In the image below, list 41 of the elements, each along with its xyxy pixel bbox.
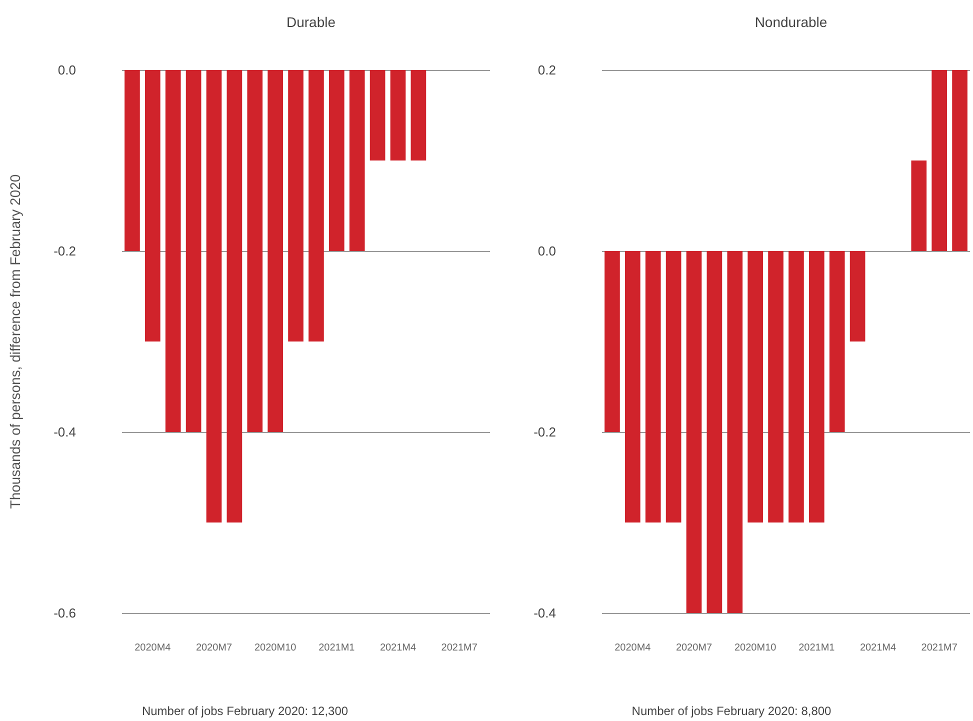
x-tick-label: 2021M4 <box>860 642 897 654</box>
bar <box>829 251 845 432</box>
y-tick-label: -0.4 <box>534 606 556 620</box>
bar <box>604 251 620 432</box>
y-tick-label: -0.4 <box>54 424 76 440</box>
x-tick-label: 2020M4 <box>614 642 652 654</box>
bar <box>809 251 824 522</box>
chart-title: Nondurable <box>754 14 828 30</box>
y-tick-label: -0.2 <box>534 424 556 440</box>
bar <box>768 251 784 522</box>
bar <box>748 251 763 522</box>
y-tick-label: -0.2 <box>54 244 76 258</box>
x-tick-label: 2021M7 <box>441 642 478 654</box>
x-tick-label: 2021M4 <box>380 642 417 654</box>
x-tick-label: 2021M7 <box>921 642 958 654</box>
x-tick-label: 2021M1 <box>318 642 356 654</box>
bar <box>706 251 722 613</box>
y-axis-title: Thousands of persons, difference from February 2020 <box>7 174 23 509</box>
bar <box>850 251 866 342</box>
x-tick-label: 2021M1 <box>798 642 836 654</box>
text: Number of jobs February 2020: 8,800 <box>632 704 832 718</box>
x-tick-label: 2020M10 <box>254 642 297 654</box>
bar <box>686 251 702 613</box>
bar <box>625 251 640 522</box>
text: Number of jobs February 2020: 12,300 <box>142 704 348 718</box>
x-tick-label: 2020M4 <box>134 642 172 654</box>
bar <box>911 160 927 251</box>
y-tick-label: 0.0 <box>58 62 76 78</box>
y-tick-label: -0.6 <box>54 606 76 620</box>
x-tick-label: 2020M7 <box>676 642 713 654</box>
bar <box>727 251 743 613</box>
y-tick-label: 0.0 <box>538 244 556 258</box>
bar <box>932 70 947 251</box>
chart-title: Durable <box>286 14 336 30</box>
bar <box>788 251 804 522</box>
bar <box>666 251 682 522</box>
x-tick-label: 2020M7 <box>196 642 233 654</box>
bar <box>645 251 661 522</box>
bar <box>952 70 968 251</box>
y-tick-label: 0.2 <box>538 62 556 78</box>
x-tick-label: 2020M10 <box>734 642 777 654</box>
